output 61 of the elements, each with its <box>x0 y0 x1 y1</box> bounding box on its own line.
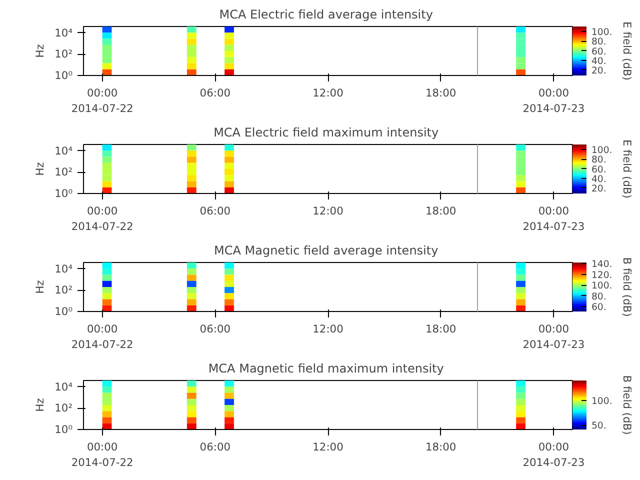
x-tick-label: 00:00 2014-07-23 <box>522 204 585 234</box>
color-bar-label: 100. <box>592 145 612 156</box>
y-tick-label: 10⁰ <box>54 423 73 436</box>
x-tick-label: 00:00 2014-07-22 <box>71 204 134 234</box>
x-tick-label: 18:00 <box>425 322 456 336</box>
color-bar-title: B field (dB) <box>620 257 634 317</box>
color-bar-label: 120. <box>592 270 612 281</box>
x-tick-label: 12:00 <box>312 86 344 100</box>
chart-title: MCA Magnetic field average intensity <box>214 244 438 258</box>
y-tick-label: 10⁰ <box>54 187 73 200</box>
x-tick-label: 06:00 <box>200 204 231 218</box>
y-tick-label: 10⁴ <box>54 380 73 394</box>
y-axis-title: Hz <box>34 398 47 412</box>
y-axis-title: Hz <box>34 44 47 58</box>
color-bar-label: 40. <box>592 56 606 67</box>
y-tick-label: 10² <box>54 284 73 297</box>
x-tick-label: 00:00 2014-07-23 <box>522 322 585 352</box>
y-tick-label: 10⁴ <box>54 262 73 276</box>
chart-title: MCA Electric field average intensity <box>219 8 433 22</box>
color-bar-label: 100. <box>592 27 612 38</box>
color-bar-label: 100. <box>592 280 612 292</box>
x-tick-label: 00:00 2014-07-23 <box>522 86 585 116</box>
color-bar-label: 80. <box>592 36 606 48</box>
x-tick-label: 18:00 <box>425 440 456 454</box>
color-bar-label: 50. <box>592 420 606 432</box>
y-tick-label: 10⁴ <box>54 144 73 158</box>
color-bar-title: E field (dB) <box>620 140 634 198</box>
color-bar-title: E field (dB) <box>620 22 634 80</box>
x-tick-label: 00:00 2014-07-22 <box>71 322 134 352</box>
color-bar-label: 60. <box>592 302 606 314</box>
x-tick-label: 18:00 <box>425 86 456 100</box>
x-tick-label: 18:00 <box>425 204 456 218</box>
x-tick-label: 12:00 <box>312 440 344 454</box>
y-tick-label: 10² <box>54 166 73 179</box>
color-bar-label: 60. <box>592 164 606 176</box>
color-bar-title: B field (dB) <box>620 375 634 435</box>
chart-title: MCA Magnetic field maximum intensity <box>208 362 444 376</box>
color-bar-label: 80. <box>592 154 606 166</box>
y-tick-label: 10⁰ <box>54 69 73 82</box>
y-tick-label: 10⁰ <box>54 305 73 318</box>
x-tick-label: 06:00 <box>200 440 231 454</box>
x-tick-label: 12:00 <box>312 204 344 218</box>
y-tick-label: 10² <box>54 48 73 61</box>
x-tick-label: 06:00 <box>200 322 231 336</box>
x-tick-label: 12:00 <box>312 322 344 336</box>
color-bar-label: 80. <box>592 291 606 302</box>
color-bar-label: 100. <box>592 396 612 408</box>
color-bar-label: 40. <box>592 174 606 185</box>
color-bar-label: 60. <box>592 46 606 58</box>
y-tick-label: 10⁴ <box>54 26 73 40</box>
y-axis-title: Hz <box>34 162 47 176</box>
x-tick-label: 06:00 <box>200 86 231 100</box>
x-tick-label: 00:00 2014-07-22 <box>71 86 134 116</box>
color-bar-label: 20. <box>592 183 606 194</box>
y-axis-title: Hz <box>34 280 47 294</box>
y-tick-label: 10² <box>54 402 73 415</box>
chart-title: MCA Electric field maximum intensity <box>214 126 439 140</box>
x-tick-label: 00:00 2014-07-23 <box>522 440 585 470</box>
x-tick-label: 00:00 2014-07-22 <box>71 440 134 470</box>
color-bar-label: 20. <box>592 65 606 76</box>
color-bar-label: 140. <box>592 259 612 270</box>
